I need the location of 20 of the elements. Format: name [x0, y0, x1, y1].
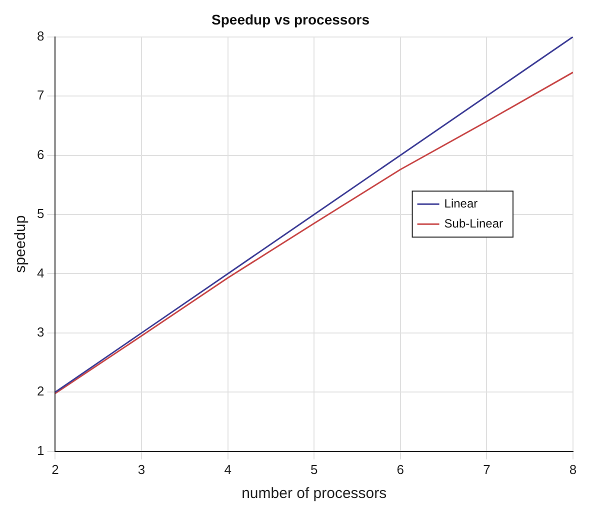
y-tick-label: 2	[36, 384, 44, 399]
y-tick-label: 1	[36, 442, 44, 458]
x-tick-label: 7	[483, 462, 490, 477]
legend-label: Linear	[444, 196, 478, 210]
legend-label: Sub-Linear	[444, 216, 504, 230]
x-tick-label: 3	[138, 462, 146, 477]
x-tick-label: 4	[224, 462, 232, 477]
y-axis-title: speedup	[12, 215, 30, 273]
y-tick-label: 8	[36, 28, 44, 44]
y-tick-label: 5	[36, 206, 44, 222]
y-tick-label: 4	[36, 265, 44, 280]
x-tick-label: 5	[310, 462, 318, 477]
y-tick-label: 3	[36, 324, 44, 340]
x-tick-label: 2	[52, 462, 59, 477]
y-tick-label: 7	[36, 88, 44, 103]
x-axis-title: number of processors	[242, 485, 387, 502]
x-tick-label: 8	[569, 462, 577, 477]
x-tick-label: 6	[396, 462, 404, 477]
chart-title: Speedup vs processors	[212, 11, 370, 28]
y-tick-label: 6	[36, 146, 44, 162]
